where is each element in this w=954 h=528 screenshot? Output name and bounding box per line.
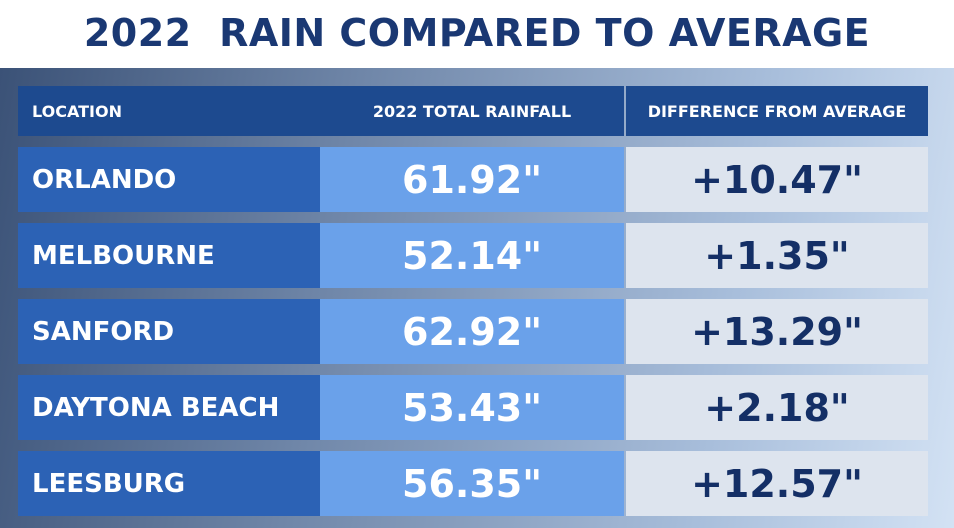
rainfall: 61.92" [320,147,624,212]
column-header: DIFFERENCE FROM AVERAGE [626,86,928,136]
rainfall: 52.14" [320,223,624,288]
difference: +12.57" [626,451,928,516]
difference: +1.35" [626,223,928,288]
title: 2022 RAIN COMPARED TO AVERAGE [83,11,871,55]
location: ORLANDO [18,147,320,212]
location: DAYTONA BEACH [18,375,320,440]
rainfall: 53.43" [320,375,624,440]
difference: +10.47" [626,147,928,212]
rainfall: 62.92" [320,299,624,364]
location: SANFORD [18,299,320,364]
rainfall: 56.35" [320,451,624,516]
difference: +13.29" [626,299,928,364]
location: LEESBURG [18,451,320,516]
difference: +2.18" [626,375,928,440]
column-header: 2022 TOTAL RAINFALL [320,86,624,136]
location: MELBOURNE [18,223,320,288]
column-header: LOCATION [18,86,320,136]
